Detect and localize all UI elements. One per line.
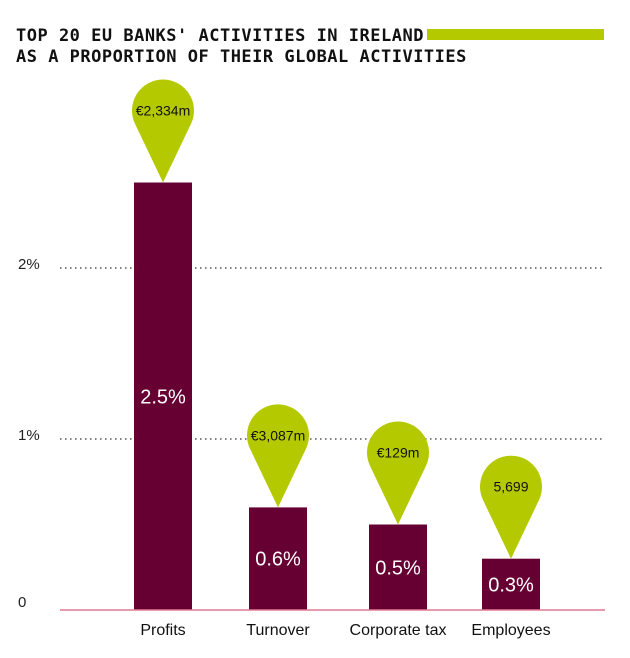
chart-title-line-2: AS A PROPORTION OF THEIR GLOBAL ACTIVITI… [16,47,467,67]
bar-value-label-2: 0.5% [375,557,421,579]
pin-marker-0 [132,79,194,183]
pin-annotation-1: €3,087m [251,427,305,443]
bar-0 [134,182,192,610]
title-accent-bar [427,29,604,40]
y-tick-label-0: 0 [18,594,26,611]
category-label-1: Turnover [246,622,310,639]
bars: 2.5% 0.6% 0.5% 0.3% [134,182,540,610]
pin-marker-2 [367,421,430,525]
y-axis: 0 1% 2% [18,256,40,611]
pin-marker-1 [247,404,310,508]
annotation-pins: €2,334m €3,087m €129m 5,699 [132,79,542,559]
y-tick-label-1: 1% [18,427,40,444]
bar-2 [369,524,427,610]
bar-value-label-0: 2.5% [140,386,186,408]
pin-annotation-0: €2,334m [136,103,190,119]
y-tick-label-2: 2% [18,256,40,273]
x-axis: Profits Turnover Corporate tax Employees [140,622,550,639]
pin-annotation-3: 5,699 [493,479,528,495]
bar-3 [482,558,540,610]
category-label-3: Employees [471,622,550,639]
pin-marker-3 [480,455,542,559]
pin-annotation-2: €129m [377,445,420,461]
chart-title-line-1: TOP 20 EU BANKS' ACTIVITIES IN IRELAND [16,26,424,46]
category-label-0: Profits [140,622,185,639]
bar-value-label-1: 0.6% [255,549,301,571]
bar-value-label-3: 0.3% [488,574,534,596]
category-label-2: Corporate tax [350,622,447,639]
bar-1 [249,507,307,610]
